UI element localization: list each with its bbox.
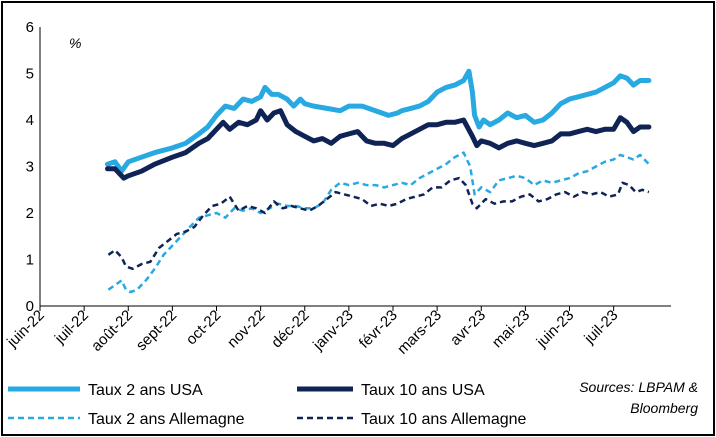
x-tick-label: juil-22 <box>51 307 92 348</box>
x-tick-label: avr-23 <box>447 307 489 349</box>
y-tick-label: 4 <box>26 112 34 129</box>
legend-item-taux-10-ans-usa: Taux 10 ans USA <box>297 382 485 399</box>
legend-label-taux-10-ans-allemagne: Taux 10 ans Allemagne <box>361 411 527 428</box>
x-tick-label: juin-23 <box>533 307 578 352</box>
legend-label-taux-2-ans-allemagne: Taux 2 ans Allemagne <box>88 411 245 428</box>
source-note: Sources: LBPAM & Bloomberg <box>579 379 698 416</box>
y-axis: 0 1 2 3 4 5 6 <box>26 19 41 315</box>
y-tick-label: 1 <box>26 252 34 269</box>
y-tick-label: 5 <box>26 66 34 83</box>
x-tick-label: janv-23 <box>309 307 357 355</box>
y-tick-label: 0 <box>26 298 34 315</box>
y-tick-label: 6 <box>26 19 34 36</box>
x-tick-label: déc-22 <box>268 307 312 351</box>
x-tick-label: juil-23 <box>580 307 621 348</box>
y-tick-label: 2 <box>26 205 34 222</box>
legend-label-taux-10-ans-usa: Taux 10 ans USA <box>361 382 485 399</box>
unit-label: % <box>69 35 81 51</box>
x-tick-label: mars-23 <box>394 307 445 358</box>
source-line-2: Bloomberg <box>630 400 698 416</box>
series-line-taux-10-ans-allemagne <box>107 176 650 271</box>
legend-item-taux-2-ans-usa: Taux 2 ans USA <box>8 382 203 399</box>
x-tick-label: sept-22 <box>133 307 180 354</box>
x-tick-label: mai-23 <box>489 307 533 351</box>
series-line-taux-10-ans-usa <box>105 108 652 181</box>
legend: Taux 2 ans USA Taux 10 ans USA Taux 2 an… <box>8 382 527 428</box>
legend-label-taux-2-ans-usa: Taux 2 ans USA <box>88 382 203 399</box>
series-line-taux-2-ans-usa <box>105 68 652 174</box>
x-tick-label: nov-22 <box>224 307 268 351</box>
plot-area <box>105 68 652 294</box>
x-tick-label: août-22 <box>88 307 136 355</box>
x-tick-label: oct-22 <box>183 307 225 349</box>
legend-item-taux-10-ans-allemagne: Taux 10 ans Allemagne <box>297 411 527 428</box>
source-line-1: Sources: LBPAM & <box>579 379 698 395</box>
y-tick-label: 3 <box>26 159 34 176</box>
legend-item-taux-2-ans-allemagne: Taux 2 ans Allemagne <box>8 411 245 428</box>
series-line-taux-2-ans-allemagne <box>107 151 650 294</box>
